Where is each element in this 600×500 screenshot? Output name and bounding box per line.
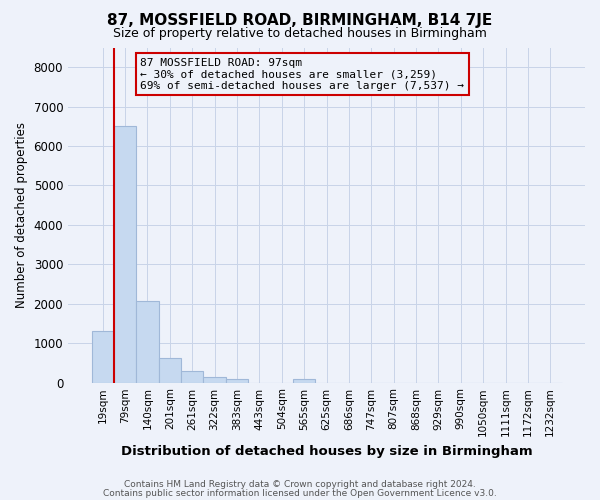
Bar [136, 301, 158, 382]
Text: 87 MOSSFIELD ROAD: 97sqm
← 30% of detached houses are smaller (3,259)
69% of sem: 87 MOSSFIELD ROAD: 97sqm ← 30% of detach… [140, 58, 464, 91]
Text: Size of property relative to detached houses in Birmingham: Size of property relative to detached ho… [113, 28, 487, 40]
Y-axis label: Number of detached properties: Number of detached properties [15, 122, 28, 308]
Text: 87, MOSSFIELD ROAD, BIRMINGHAM, B14 7JE: 87, MOSSFIELD ROAD, BIRMINGHAM, B14 7JE [107, 12, 493, 28]
Text: Contains HM Land Registry data © Crown copyright and database right 2024.: Contains HM Land Registry data © Crown c… [124, 480, 476, 489]
Bar [114, 126, 136, 382]
Bar [92, 332, 114, 382]
Bar [158, 358, 181, 382]
X-axis label: Distribution of detached houses by size in Birmingham: Distribution of detached houses by size … [121, 444, 532, 458]
Bar [226, 380, 248, 382]
Bar [293, 378, 316, 382]
Text: Contains public sector information licensed under the Open Government Licence v3: Contains public sector information licen… [103, 488, 497, 498]
Bar [181, 370, 203, 382]
Bar [203, 376, 226, 382]
